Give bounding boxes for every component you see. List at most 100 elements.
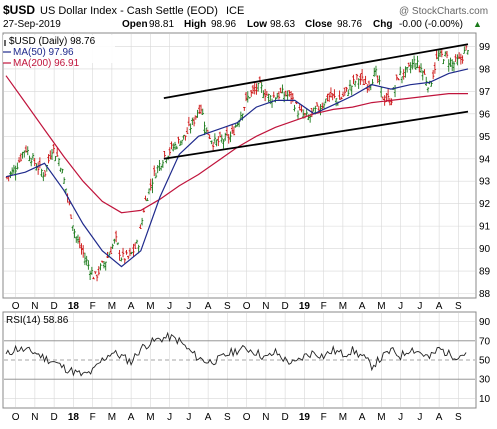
high-value: 98.96 bbox=[211, 19, 236, 30]
time-label: A bbox=[128, 301, 135, 312]
price-bar bbox=[222, 139, 225, 149]
price-bar bbox=[378, 75, 381, 85]
price-bar bbox=[457, 52, 461, 59]
price-bar bbox=[153, 165, 156, 177]
price-bar bbox=[400, 76, 404, 84]
price-bar bbox=[376, 75, 379, 84]
price-bar bbox=[442, 59, 445, 65]
rsi-time-label: S bbox=[455, 412, 462, 423]
price-bar bbox=[445, 50, 449, 59]
rsi-time-label: F bbox=[321, 412, 327, 423]
price-bar bbox=[220, 134, 223, 143]
price-bar bbox=[9, 171, 12, 179]
rsi-time-label: N bbox=[31, 412, 38, 423]
close-label: Close bbox=[305, 19, 333, 30]
price-bar bbox=[104, 261, 107, 271]
price-bar bbox=[187, 116, 191, 127]
price-bar bbox=[92, 276, 95, 280]
price-bar bbox=[281, 84, 284, 94]
price-bar bbox=[230, 124, 234, 135]
price-bar bbox=[172, 143, 175, 152]
price-bar bbox=[123, 258, 126, 264]
price-bar bbox=[440, 49, 444, 58]
price-bar bbox=[260, 82, 263, 93]
price-tick-label: 92 bbox=[479, 199, 491, 210]
price-bar bbox=[447, 59, 450, 72]
rsi-tick-label: 90 bbox=[479, 317, 491, 328]
price-bar bbox=[54, 156, 57, 162]
price-bar bbox=[402, 69, 405, 80]
price-bar bbox=[81, 245, 85, 258]
price-tick-label: 88 bbox=[479, 289, 491, 300]
rsi-time-label: A bbox=[359, 412, 366, 423]
price-bar bbox=[68, 200, 71, 206]
price-bar bbox=[250, 89, 253, 97]
price-bar bbox=[154, 172, 158, 179]
price-bar bbox=[102, 261, 106, 269]
rsi-time-label: O bbox=[243, 412, 251, 423]
price-bar bbox=[452, 61, 456, 72]
rsi-time-label: D bbox=[282, 412, 289, 423]
price-bar bbox=[373, 67, 376, 77]
instrument-name: US Dollar Index - Cash Settle (EOD) bbox=[40, 5, 218, 17]
price-bar bbox=[62, 177, 66, 184]
price-bar bbox=[265, 90, 269, 96]
rsi-legend: RSI(14) 58.86 bbox=[6, 315, 69, 326]
price-bar bbox=[345, 86, 348, 92]
price-bar bbox=[57, 157, 61, 167]
price-bar bbox=[334, 98, 338, 107]
time-label: J bbox=[398, 301, 403, 312]
time-label: O bbox=[243, 301, 251, 312]
time-label: A bbox=[436, 301, 443, 312]
price-bar bbox=[449, 57, 452, 67]
rsi-time-label: M bbox=[377, 412, 385, 423]
price-bar bbox=[407, 62, 411, 68]
price-bar bbox=[116, 242, 120, 246]
price-bar bbox=[347, 89, 350, 97]
price-bar bbox=[232, 126, 236, 136]
price-bar bbox=[199, 104, 203, 115]
price-bar bbox=[170, 141, 173, 150]
time-label: J bbox=[167, 301, 172, 312]
price-bar bbox=[158, 159, 161, 171]
price-bar bbox=[328, 92, 331, 102]
price-bar bbox=[466, 50, 470, 55]
price-bar bbox=[42, 172, 45, 182]
legend: $USD (Daily) 98.76 MA(50) 97.96 MA(200) … bbox=[3, 35, 115, 69]
time-label: D bbox=[282, 301, 289, 312]
rsi-tick-label: 30 bbox=[479, 375, 491, 386]
price-bar bbox=[224, 132, 227, 141]
trendlines bbox=[163, 43, 469, 160]
price-bar bbox=[217, 136, 220, 147]
price-bar bbox=[426, 87, 430, 93]
price-bar bbox=[182, 134, 185, 140]
price-bar bbox=[179, 140, 182, 146]
price-bar bbox=[175, 145, 178, 150]
price-bar bbox=[109, 246, 113, 254]
price-bar bbox=[433, 62, 437, 74]
rsi-time-axis: O N D 18 F M A M J J A S O N D 19 F M A M J J A S bbox=[12, 412, 462, 423]
price-tick-label: 90 bbox=[479, 244, 491, 255]
time-label: F bbox=[321, 301, 327, 312]
rsi-time-label: A bbox=[128, 412, 135, 423]
price-bar bbox=[211, 141, 215, 151]
price-axis: 88 89 90 91 92 93 94 95 96 97 98 99 bbox=[479, 42, 491, 300]
time-label: J bbox=[186, 301, 191, 312]
price-bar bbox=[88, 270, 92, 281]
price-bar bbox=[31, 153, 35, 160]
time-label: S bbox=[224, 301, 231, 312]
price-bar bbox=[151, 178, 154, 194]
price-bar bbox=[451, 59, 454, 72]
price-bar bbox=[83, 252, 87, 266]
price-bar bbox=[47, 154, 50, 164]
price-time-axis: O N D 18 F M A M J J A S O N D 19 F M A M J J A S bbox=[12, 301, 462, 312]
price-bar bbox=[289, 91, 293, 104]
price-tick-label: 99 bbox=[479, 42, 491, 53]
price-bar bbox=[17, 157, 21, 163]
price-bar bbox=[390, 98, 393, 106]
price-bar bbox=[431, 70, 435, 80]
price-bar bbox=[338, 90, 341, 101]
price-bar bbox=[333, 89, 336, 99]
price-bar bbox=[198, 104, 201, 114]
